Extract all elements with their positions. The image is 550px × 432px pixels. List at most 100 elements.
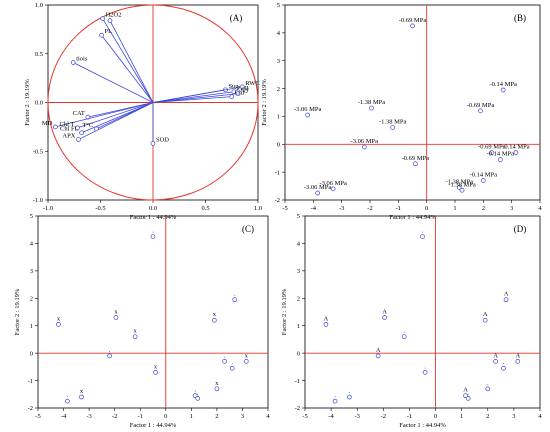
y-tick-label: 1 [297,323,300,330]
y-tick-label: -1 [295,378,300,385]
variable-vector [55,102,154,128]
variable-label: SOD [156,136,169,143]
point-label: . [197,389,199,396]
x-tick-label: -2 [112,413,117,420]
point-label: . [334,392,336,399]
panel-label: (C) [242,224,254,234]
score-point [330,186,336,192]
variable-label: APX [62,133,75,140]
point-label: A [493,352,498,359]
point-label: x [154,363,158,370]
score-point [515,359,521,364]
point-label: . [194,387,196,394]
score-point [243,359,249,364]
variable-label: CAT [73,110,85,117]
x-tick-label: 0 [164,413,167,420]
point-label: -1.38 MPa [448,181,476,188]
variable-vector [102,18,154,103]
point-label: -0.14 MPa [487,151,515,158]
y-tick-label: 5 [277,2,280,9]
x-tick-label: 1.0 [254,205,262,212]
score-point [465,396,471,401]
point-label: . [109,347,111,354]
x-tick-label: -4 [328,413,334,420]
point-label: A [504,291,509,298]
point-label: -1.38 MPa [446,178,474,185]
point-label: -3.06 MPa [319,180,347,187]
variable-point [70,60,76,65]
score-point [150,234,156,239]
x-tick-label: -5 [282,205,287,212]
score-point [513,150,519,155]
variable-vector [81,102,154,134]
score-point [347,394,352,400]
score-point [375,353,381,359]
plot-frame [284,4,541,201]
score-point [456,185,462,190]
point-label: . [234,291,236,298]
score-point [107,353,112,359]
point-label: A [376,347,381,354]
point-label: A [515,352,520,359]
point-label: . [422,228,424,235]
score-point [503,297,509,303]
y-tick-label: -2 [295,405,300,412]
x-tick-label: 1 [460,413,463,420]
variable-vector [73,62,154,103]
y-tick-label: 2 [30,295,33,302]
score-point [232,297,238,303]
x-tick-label: 0 [425,205,428,212]
x-tick-label: -1 [138,413,143,420]
x-tick-label: 2 [215,413,218,420]
y-tick-label: 0.0 [35,100,43,107]
x-tick-label: -1.0 [43,205,53,212]
score-point [369,105,374,111]
point-label: . [349,388,351,395]
score-point [410,23,415,29]
y-tick-label: 1 [30,323,33,330]
y-tick-label: 0 [297,350,300,357]
point-label: -3.06 MPa [351,138,379,145]
x-tick-label: 2 [486,413,489,420]
point-label: x [80,388,84,395]
y-tick-label: 5 [297,213,300,220]
variable-point [76,137,81,142]
y-tick-label: 1 [277,114,280,121]
panel-a: -1.0 -0.5 0.0 0.5 1.0 -1.0 -0.5 0.0 0.5 1.0 Factor… [24,2,262,221]
x-tick-label: 2 [482,205,485,212]
y-tick-label: 2 [297,295,300,302]
x-tick-label: 3 [512,413,515,420]
score-point [214,386,220,392]
point-label: -3.06 MPa [304,184,332,191]
y-tick-label: 0 [30,350,33,357]
score-point [323,321,329,327]
score-point [332,398,338,404]
y-tick-label: 4 [297,241,301,248]
score-point [222,359,227,364]
score-point [382,315,387,320]
variable-point [235,91,241,97]
panel-label: (A) [230,13,243,23]
variable-label: PL [105,28,113,35]
panel-d: -5 -4 -3 -2 -1 0 1 2 3 4 -2 -1 0 1 2 3 4 5 Factor 1 : 44.9… [281,213,542,429]
x-tick-label: -1 [396,205,401,212]
score-point [422,369,428,375]
x-tick-label: -5 [35,413,40,420]
x-tick-label: -3 [355,413,360,420]
y-tick-label: -2 [275,197,280,204]
x-tick-label: -3 [339,205,344,212]
score-point [501,365,506,371]
variable-vector [101,34,154,103]
plot-frame [304,215,541,409]
point-label: x [213,311,217,318]
x-tick-label: -1 [407,413,412,420]
x-tick-label: -4 [311,205,317,212]
score-point [211,317,217,323]
point-label: -0.69 MPa [399,17,427,24]
variable-label: tiois [76,56,88,63]
point-label: . [231,359,233,366]
score-point [420,234,425,239]
panel-b: -5 -4 -3 -2 -1 0 1 2 3 4 -2 -1 0 1 2 3 4 5 Factor 1 : 44.9… [261,2,542,221]
x-axis-title: Factor 1 : 44.94% [399,422,446,429]
